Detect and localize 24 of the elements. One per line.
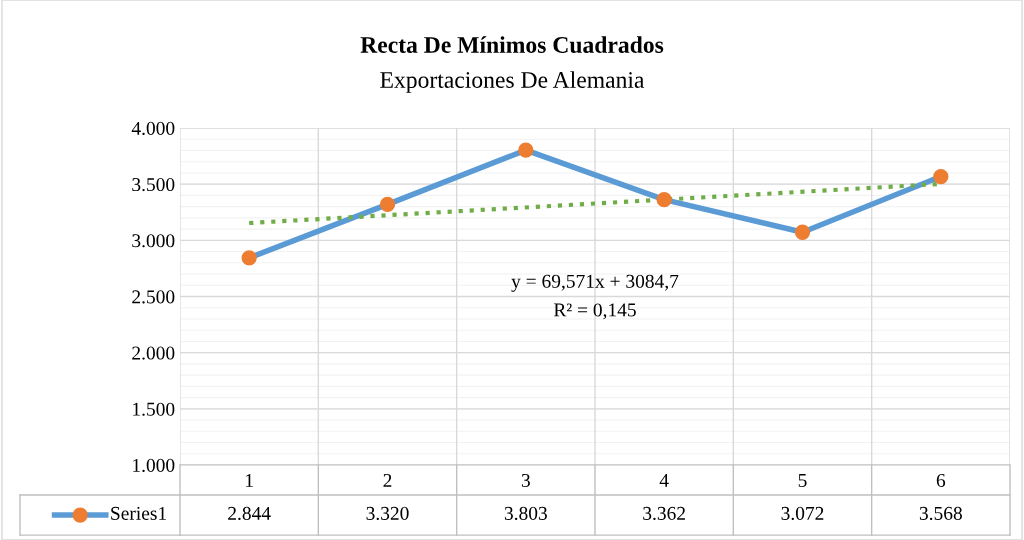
text: 3.803 <box>504 506 547 520</box>
chart-title: Recta De Mínimos Cuadrados <box>360 36 664 53</box>
y-tick-label: 1.500 <box>133 402 175 416</box>
y-tick-label: 3.000 <box>132 234 175 248</box>
x-tick-label: 6 <box>936 473 946 488</box>
y-tick-label: 3.500 <box>132 177 175 192</box>
x-tick-label: 2 <box>383 473 392 487</box>
y-tick-label: 2.500 <box>132 290 175 304</box>
text: 3.568 <box>919 506 962 520</box>
text: 2.844 <box>228 506 271 520</box>
x-tick-label: 5 <box>798 474 807 488</box>
text: 3.072 <box>781 506 824 520</box>
y-tick-label: 2.000 <box>132 346 175 360</box>
text: 3.362 <box>643 506 685 520</box>
x-tick-label: 3 <box>521 473 530 488</box>
annotation: y = 69,571x + 3084,7 <box>511 274 679 292</box>
annotation: R² = 0,145 <box>553 303 636 320</box>
x-tick-label: 4 <box>659 474 669 487</box>
x-tick-label: 1 <box>246 473 253 487</box>
y-tick-label: 4.000 <box>131 121 175 136</box>
text: 3.320 <box>366 506 409 520</box>
legend-label: Series1 <box>111 506 166 520</box>
chart-subtitle: Exportaciones De Alemania <box>380 71 645 93</box>
y-tick-label: 1.000 <box>133 458 175 473</box>
